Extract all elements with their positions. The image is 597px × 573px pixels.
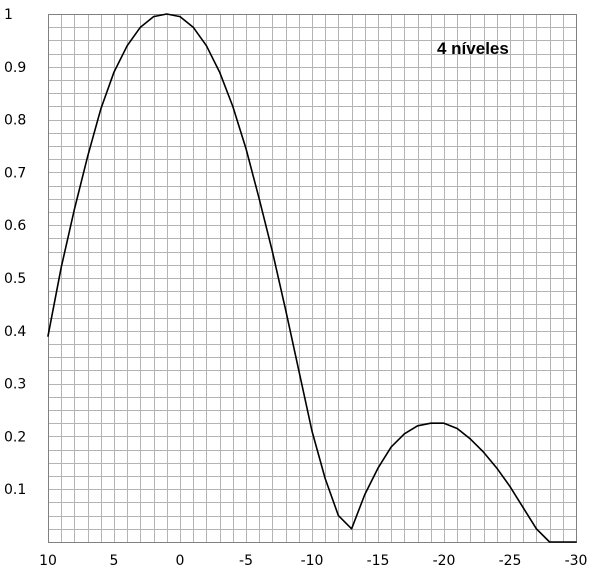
y-tick-label: 0.5: [4, 271, 26, 287]
y-tick-label: 1: [4, 7, 13, 23]
y-tick-label: 0.4: [4, 324, 26, 340]
y-tick-label: 0.7: [4, 165, 26, 181]
y-tick-label: 0.3: [4, 377, 26, 393]
x-tick-label: 0: [176, 553, 185, 569]
x-axis-tick-labels: 10 5 0 -5 -10 -15 -20 -25 -30: [39, 553, 587, 569]
y-tick-label: 0.6: [4, 218, 26, 234]
plot-area: [47, 13, 577, 543]
x-tick-label: 5: [110, 553, 119, 569]
x-tick-label: -20: [433, 553, 456, 569]
y-axis-tick-labels: 0.1 0.2 0.3 0.4 0.5 0.6 0.7 0.8 0.9 1: [4, 7, 26, 498]
axes: [48, 14, 577, 543]
x-tick-label: -15: [367, 553, 390, 569]
x-tick-label: -25: [499, 553, 522, 569]
chart-annotation: 4 níveles: [437, 39, 509, 58]
y-tick-label: 0.2: [4, 429, 26, 445]
x-tick-label: 10: [39, 553, 57, 569]
x-tick-label: -10: [301, 553, 324, 569]
y-tick-label: 0.8: [4, 113, 26, 129]
x-tick-label: -30: [565, 553, 588, 569]
grid: [48, 14, 577, 543]
y-tick-label: 0.1: [4, 482, 26, 498]
y-tick-label: 0.9: [4, 60, 26, 76]
plot-frame: [48, 14, 577, 543]
x-tick-label: -5: [239, 553, 253, 569]
series-line: [47, 13, 577, 543]
